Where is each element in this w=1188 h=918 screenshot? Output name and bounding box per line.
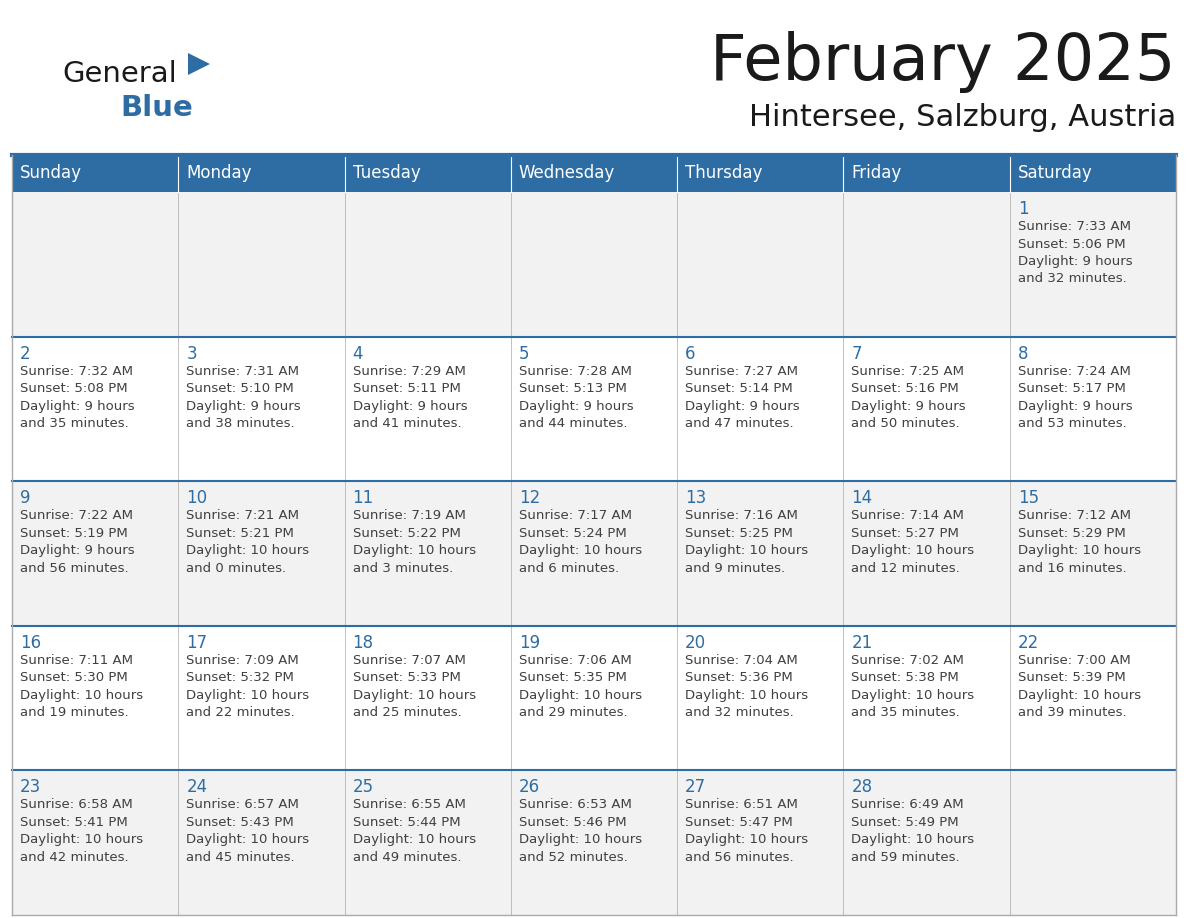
Text: 7: 7: [852, 344, 862, 363]
Text: Sunrise: 7:19 AM
Sunset: 5:22 PM
Daylight: 10 hours
and 3 minutes.: Sunrise: 7:19 AM Sunset: 5:22 PM Dayligh…: [353, 509, 475, 575]
Text: 3: 3: [187, 344, 197, 363]
Text: 27: 27: [685, 778, 707, 797]
Text: Sunrise: 7:33 AM
Sunset: 5:06 PM
Daylight: 9 hours
and 32 minutes.: Sunrise: 7:33 AM Sunset: 5:06 PM Dayligh…: [1018, 220, 1132, 285]
Text: 15: 15: [1018, 489, 1038, 508]
Bar: [12, 337, 1176, 481]
Text: 13: 13: [685, 489, 707, 508]
Text: Sunrise: 6:57 AM
Sunset: 5:43 PM
Daylight: 10 hours
and 45 minutes.: Sunrise: 6:57 AM Sunset: 5:43 PM Dayligh…: [187, 799, 309, 864]
Text: Sunrise: 7:32 AM
Sunset: 5:08 PM
Daylight: 9 hours
and 35 minutes.: Sunrise: 7:32 AM Sunset: 5:08 PM Dayligh…: [20, 364, 134, 431]
Text: Sunrise: 7:00 AM
Sunset: 5:39 PM
Daylight: 10 hours
and 39 minutes.: Sunrise: 7:00 AM Sunset: 5:39 PM Dayligh…: [1018, 654, 1140, 720]
Text: 17: 17: [187, 633, 208, 652]
Text: 12: 12: [519, 489, 541, 508]
Text: Sunrise: 6:49 AM
Sunset: 5:49 PM
Daylight: 10 hours
and 59 minutes.: Sunrise: 6:49 AM Sunset: 5:49 PM Dayligh…: [852, 799, 974, 864]
Text: Sunrise: 7:31 AM
Sunset: 5:10 PM
Daylight: 9 hours
and 38 minutes.: Sunrise: 7:31 AM Sunset: 5:10 PM Dayligh…: [187, 364, 301, 431]
Text: Friday: Friday: [852, 164, 902, 183]
Bar: [178, 155, 345, 192]
Bar: [12, 481, 1176, 626]
Text: Blue: Blue: [120, 94, 192, 122]
Text: Sunrise: 7:24 AM
Sunset: 5:17 PM
Daylight: 9 hours
and 53 minutes.: Sunrise: 7:24 AM Sunset: 5:17 PM Dayligh…: [1018, 364, 1132, 431]
Text: 9: 9: [20, 489, 31, 508]
Text: Saturday: Saturday: [1018, 164, 1093, 183]
Text: 25: 25: [353, 778, 374, 797]
Polygon shape: [188, 53, 210, 75]
Text: Sunrise: 7:17 AM
Sunset: 5:24 PM
Daylight: 10 hours
and 6 minutes.: Sunrise: 7:17 AM Sunset: 5:24 PM Dayligh…: [519, 509, 642, 575]
Text: Sunday: Sunday: [20, 164, 82, 183]
Text: 20: 20: [685, 633, 707, 652]
Bar: [843, 155, 1010, 192]
Text: Sunrise: 6:58 AM
Sunset: 5:41 PM
Daylight: 10 hours
and 42 minutes.: Sunrise: 6:58 AM Sunset: 5:41 PM Dayligh…: [20, 799, 143, 864]
Text: Monday: Monday: [187, 164, 252, 183]
Text: Sunrise: 7:04 AM
Sunset: 5:36 PM
Daylight: 10 hours
and 32 minutes.: Sunrise: 7:04 AM Sunset: 5:36 PM Dayligh…: [685, 654, 808, 720]
Text: Thursday: Thursday: [685, 164, 763, 183]
Bar: [345, 155, 511, 192]
Text: Sunrise: 7:12 AM
Sunset: 5:29 PM
Daylight: 10 hours
and 16 minutes.: Sunrise: 7:12 AM Sunset: 5:29 PM Dayligh…: [1018, 509, 1140, 575]
Text: Sunrise: 6:51 AM
Sunset: 5:47 PM
Daylight: 10 hours
and 56 minutes.: Sunrise: 6:51 AM Sunset: 5:47 PM Dayligh…: [685, 799, 808, 864]
Text: 19: 19: [519, 633, 541, 652]
Text: Sunrise: 7:16 AM
Sunset: 5:25 PM
Daylight: 10 hours
and 9 minutes.: Sunrise: 7:16 AM Sunset: 5:25 PM Dayligh…: [685, 509, 808, 575]
Text: 5: 5: [519, 344, 530, 363]
Text: Hintersee, Salzburg, Austria: Hintersee, Salzburg, Austria: [748, 104, 1176, 132]
Text: 6: 6: [685, 344, 696, 363]
Text: Sunrise: 7:07 AM
Sunset: 5:33 PM
Daylight: 10 hours
and 25 minutes.: Sunrise: 7:07 AM Sunset: 5:33 PM Dayligh…: [353, 654, 475, 720]
Text: 18: 18: [353, 633, 374, 652]
Text: 1: 1: [1018, 200, 1029, 218]
Text: 24: 24: [187, 778, 208, 797]
Text: Sunrise: 7:21 AM
Sunset: 5:21 PM
Daylight: 10 hours
and 0 minutes.: Sunrise: 7:21 AM Sunset: 5:21 PM Dayligh…: [187, 509, 309, 575]
Text: 23: 23: [20, 778, 42, 797]
Text: Sunrise: 7:29 AM
Sunset: 5:11 PM
Daylight: 9 hours
and 41 minutes.: Sunrise: 7:29 AM Sunset: 5:11 PM Dayligh…: [353, 364, 467, 431]
Text: Sunrise: 6:55 AM
Sunset: 5:44 PM
Daylight: 10 hours
and 49 minutes.: Sunrise: 6:55 AM Sunset: 5:44 PM Dayligh…: [353, 799, 475, 864]
Text: 14: 14: [852, 489, 872, 508]
Text: Sunrise: 7:11 AM
Sunset: 5:30 PM
Daylight: 10 hours
and 19 minutes.: Sunrise: 7:11 AM Sunset: 5:30 PM Dayligh…: [20, 654, 143, 720]
Bar: [12, 155, 178, 192]
Text: 2: 2: [20, 344, 31, 363]
Bar: [511, 155, 677, 192]
Text: 22: 22: [1018, 633, 1040, 652]
Bar: [12, 192, 1176, 337]
Text: Tuesday: Tuesday: [353, 164, 421, 183]
Text: Sunrise: 7:27 AM
Sunset: 5:14 PM
Daylight: 9 hours
and 47 minutes.: Sunrise: 7:27 AM Sunset: 5:14 PM Dayligh…: [685, 364, 800, 431]
Text: 8: 8: [1018, 344, 1029, 363]
Text: Sunrise: 6:53 AM
Sunset: 5:46 PM
Daylight: 10 hours
and 52 minutes.: Sunrise: 6:53 AM Sunset: 5:46 PM Dayligh…: [519, 799, 642, 864]
Text: Wednesday: Wednesday: [519, 164, 615, 183]
Text: February 2025: February 2025: [710, 31, 1176, 93]
Text: General: General: [62, 60, 177, 88]
Text: Sunrise: 7:02 AM
Sunset: 5:38 PM
Daylight: 10 hours
and 35 minutes.: Sunrise: 7:02 AM Sunset: 5:38 PM Dayligh…: [852, 654, 974, 720]
Text: Sunrise: 7:25 AM
Sunset: 5:16 PM
Daylight: 9 hours
and 50 minutes.: Sunrise: 7:25 AM Sunset: 5:16 PM Dayligh…: [852, 364, 966, 431]
Text: 26: 26: [519, 778, 541, 797]
Bar: [12, 770, 1176, 915]
Text: 10: 10: [187, 489, 208, 508]
Bar: [12, 626, 1176, 770]
Text: 16: 16: [20, 633, 42, 652]
Text: 28: 28: [852, 778, 872, 797]
Text: Sunrise: 7:28 AM
Sunset: 5:13 PM
Daylight: 9 hours
and 44 minutes.: Sunrise: 7:28 AM Sunset: 5:13 PM Dayligh…: [519, 364, 633, 431]
Bar: [677, 155, 843, 192]
Text: 21: 21: [852, 633, 873, 652]
Text: 11: 11: [353, 489, 374, 508]
Text: Sunrise: 7:06 AM
Sunset: 5:35 PM
Daylight: 10 hours
and 29 minutes.: Sunrise: 7:06 AM Sunset: 5:35 PM Dayligh…: [519, 654, 642, 720]
Text: 4: 4: [353, 344, 364, 363]
Text: Sunrise: 7:09 AM
Sunset: 5:32 PM
Daylight: 10 hours
and 22 minutes.: Sunrise: 7:09 AM Sunset: 5:32 PM Dayligh…: [187, 654, 309, 720]
Bar: [1010, 155, 1176, 192]
Text: Sunrise: 7:14 AM
Sunset: 5:27 PM
Daylight: 10 hours
and 12 minutes.: Sunrise: 7:14 AM Sunset: 5:27 PM Dayligh…: [852, 509, 974, 575]
Text: Sunrise: 7:22 AM
Sunset: 5:19 PM
Daylight: 9 hours
and 56 minutes.: Sunrise: 7:22 AM Sunset: 5:19 PM Dayligh…: [20, 509, 134, 575]
